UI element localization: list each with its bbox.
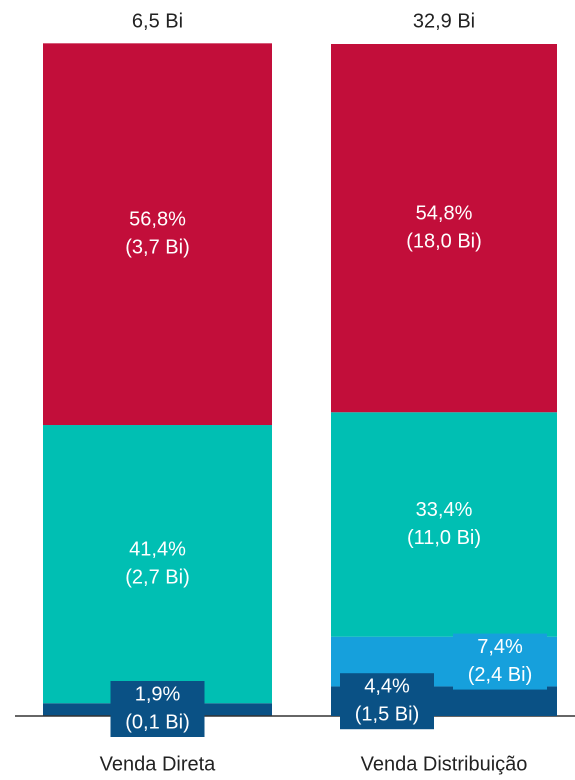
amount-label: (18,0 Bi) [406, 230, 482, 252]
bar-segment [331, 44, 557, 413]
value-label: 54,8% [416, 202, 473, 224]
amount-label: (2,4 Bi) [468, 664, 532, 686]
total-label: 32,9 Bi [413, 10, 475, 32]
bar-segment [43, 425, 272, 704]
amount-label: (11,0 Bi) [407, 527, 481, 549]
amount-label: (1,5 Bi) [355, 703, 419, 725]
value-label: 41,4% [129, 538, 186, 560]
value-label: 56,8% [129, 208, 186, 230]
x-tick-label: Venda Direta [100, 753, 217, 775]
x-tick-label: Venda Distribuição [361, 753, 528, 775]
value-label: 4,4% [364, 675, 410, 697]
total-label: 6,5 Bi [132, 10, 183, 32]
bar-segment [331, 412, 557, 637]
value-label: 1,9% [135, 683, 181, 705]
value-label: 33,4% [416, 499, 473, 521]
amount-label: (3,7 Bi) [125, 236, 189, 258]
value-label: 7,4% [477, 636, 523, 658]
amount-label: (2,7 Bi) [125, 566, 189, 588]
label-box [340, 673, 434, 730]
amount-label: (0,1 Bi) [125, 711, 189, 733]
bar-segment [43, 43, 272, 426]
label-box [453, 633, 547, 690]
label-box [110, 681, 205, 737]
